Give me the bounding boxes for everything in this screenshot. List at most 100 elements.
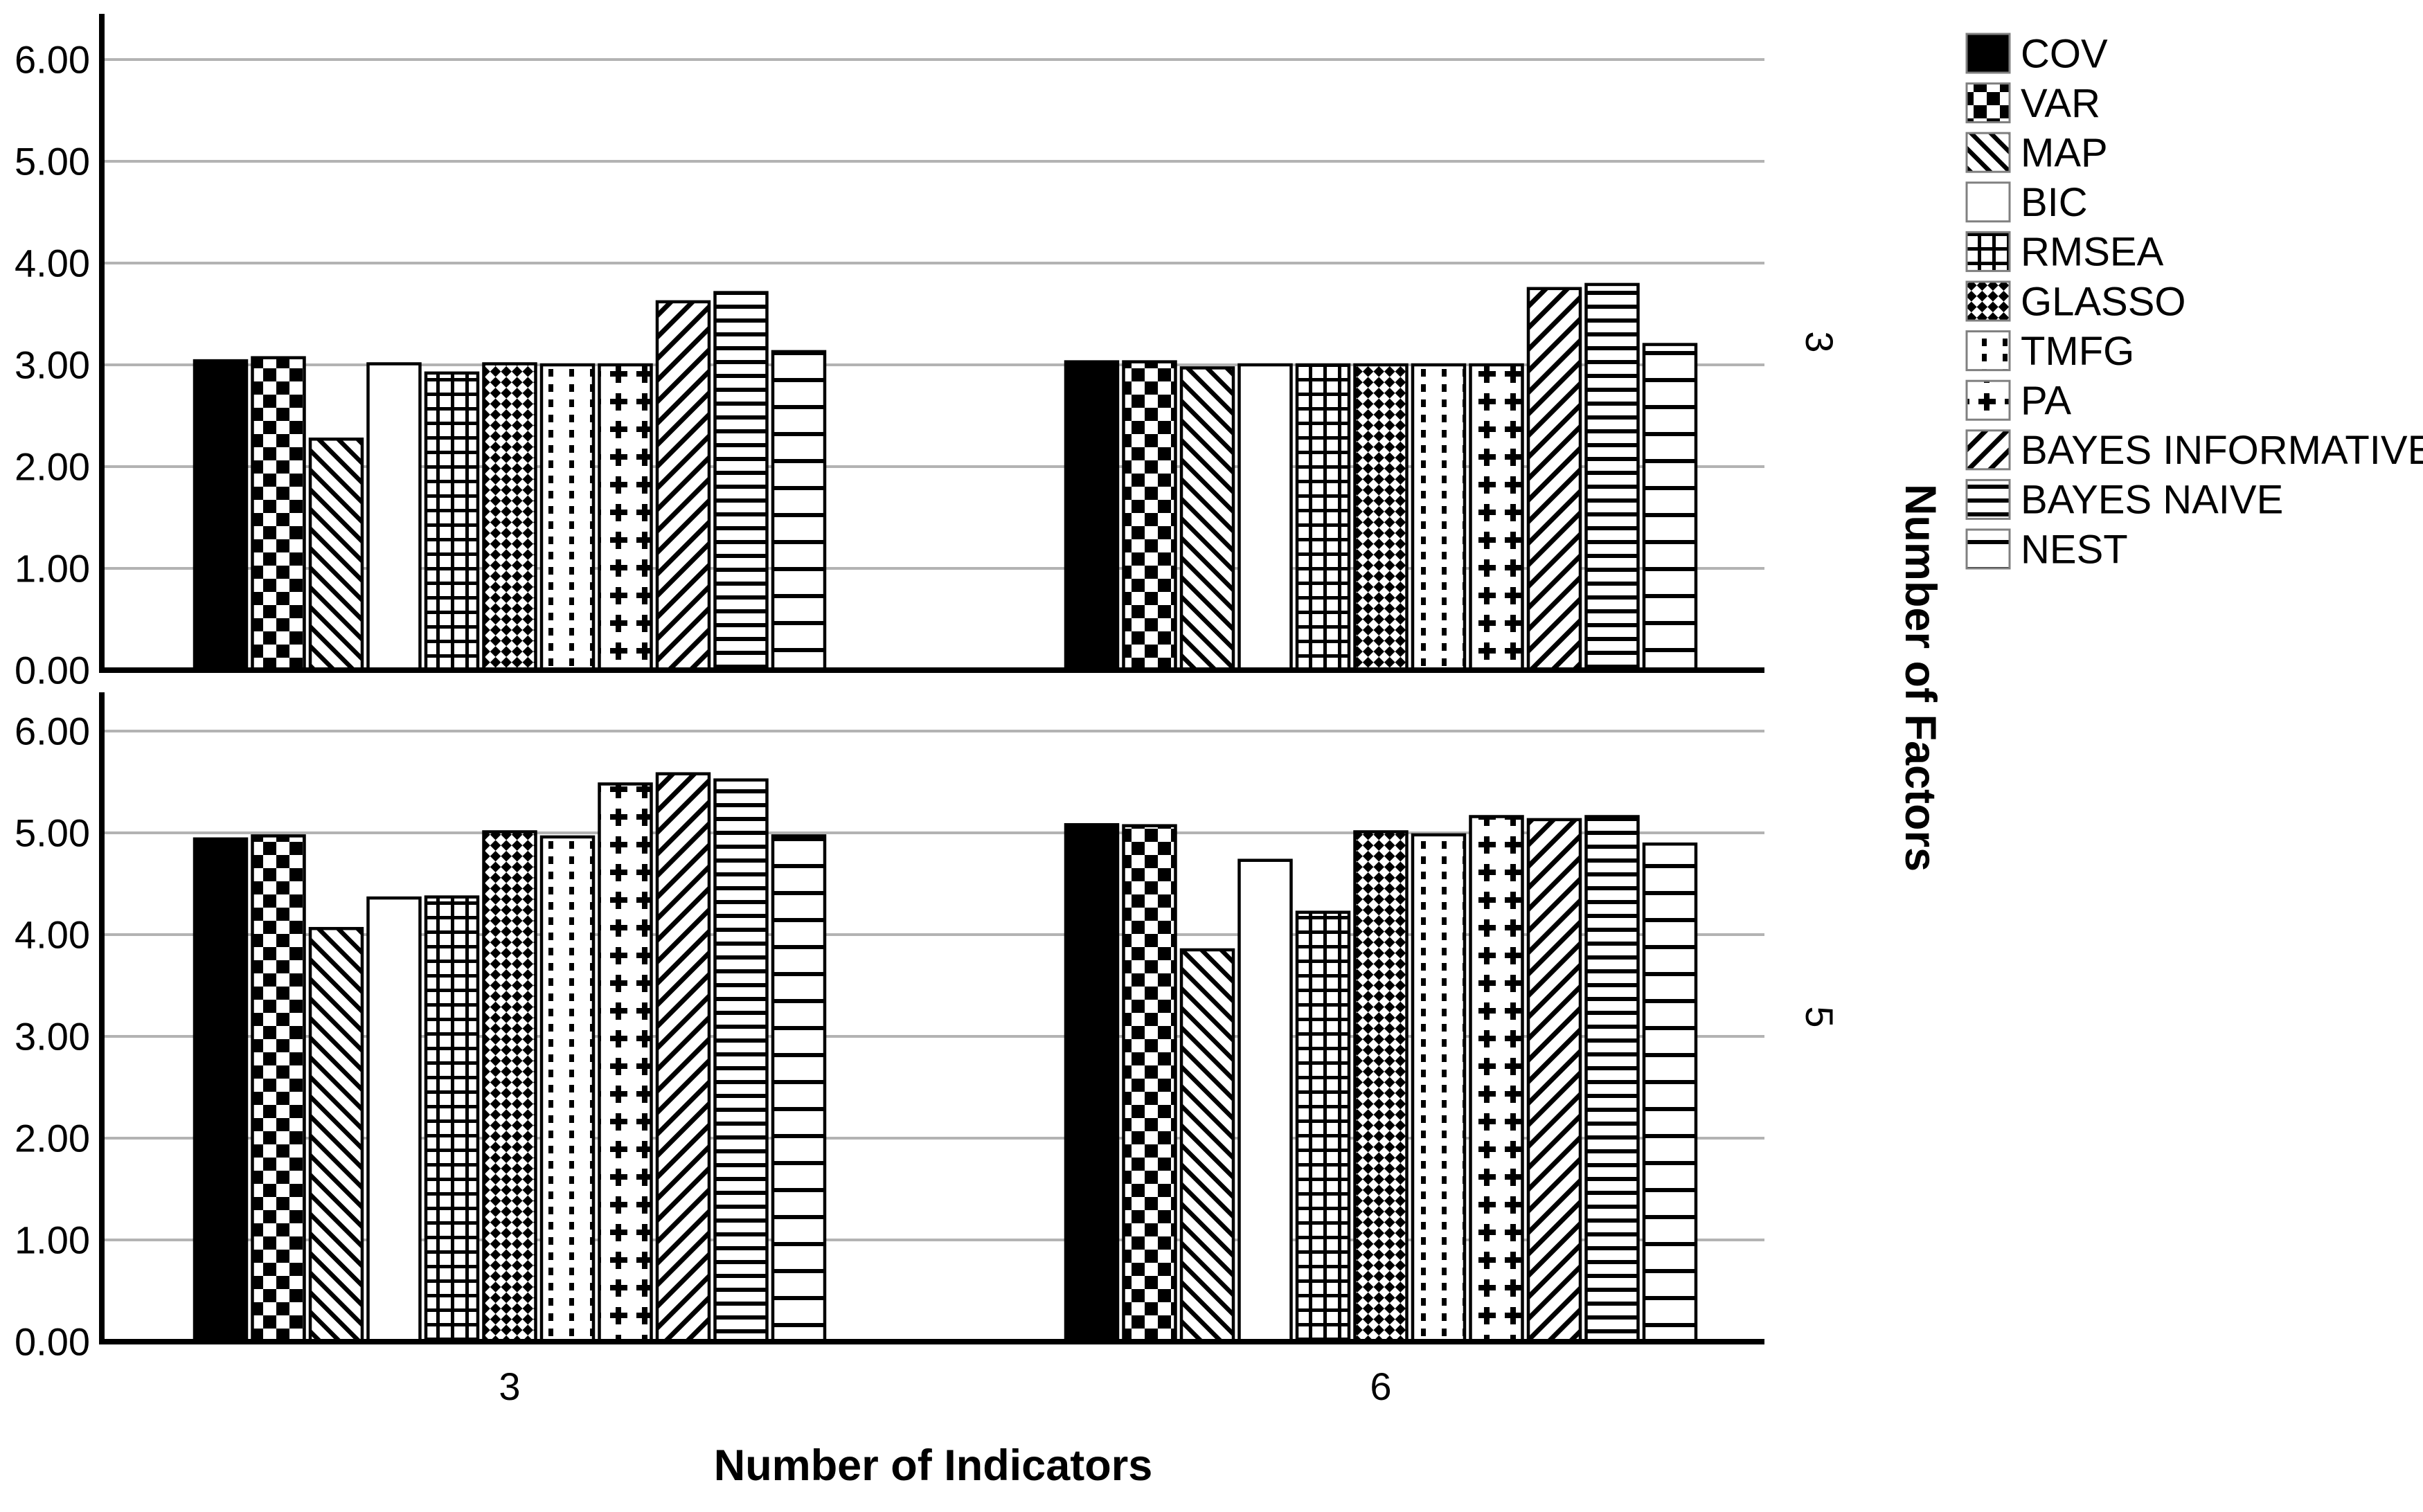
legend-item-var: VAR — [1965, 81, 2100, 126]
y-tick-label-3.00-panel2: 3.00 — [15, 1015, 90, 1059]
bar-nest-factors5-indicators3 — [771, 834, 827, 1344]
legend-item-glasso: GLASSO — [1965, 279, 2186, 324]
bar-pa-factors5-indicators6 — [1469, 815, 1524, 1344]
bar-map-factors5-indicators3 — [308, 926, 364, 1344]
y-tick-label-5.00-panel2: 5.00 — [15, 811, 90, 855]
bar-bayes-informative-factors3-indicators3 — [655, 300, 711, 672]
legend-label-bayes-naive: BAYES NAIVE — [2021, 478, 2283, 523]
legend-item-bayes-informative: BAYES INFORMATIVE — [1965, 428, 2423, 473]
bar-nest-factors3-indicators3 — [771, 350, 827, 672]
legend-swatch-diag-forward-icon — [1965, 429, 2011, 471]
legend-swatch-checker-icon — [1965, 82, 2011, 124]
bar-bayes-informative-factors3-indicators6 — [1526, 287, 1582, 672]
y-tick-label-6.00-panel1: 6.00 — [15, 38, 90, 82]
bar-layer — [193, 282, 1698, 1344]
bar-pa-factors3-indicators6 — [1469, 363, 1524, 672]
y-tick-label-0.00-panel2: 0.00 — [15, 1320, 90, 1364]
bar-bic-factors5-indicators6 — [1237, 858, 1293, 1344]
label-layer: 0.00 1.00 2.00 3.00 4.00 5.00 6.00 3 0.00 1.00 2.0… — [15, 38, 1944, 1490]
legend-swatch-grid-icon — [1965, 231, 2011, 272]
legend-swatch-dots-icon — [1965, 330, 2011, 372]
y-tick-label-1.00-panel2: 1.00 — [15, 1218, 90, 1262]
bar-cov-factors3-indicators3 — [193, 359, 249, 672]
bar-var-factors3-indicators6 — [1122, 360, 1177, 672]
y-tick-label-2.00-panel1: 2.00 — [15, 445, 90, 489]
legend-label-bic: BIC — [2021, 180, 2088, 225]
bar-bayes-naive-factors5-indicators3 — [713, 778, 769, 1344]
bar-rmsea-factors5-indicators3 — [424, 895, 480, 1344]
legend-item-rmsea: RMSEA — [1965, 230, 2164, 275]
legend-label-pa: PA — [2021, 379, 2071, 424]
bar-map-factors3-indicators3 — [308, 438, 364, 672]
legend-swatch-hlines-wide-icon — [1965, 528, 2011, 570]
bar-rmsea-factors3-indicators6 — [1295, 363, 1351, 672]
bar-glasso-factors5-indicators3 — [482, 830, 537, 1344]
legend-label-nest: NEST — [2021, 527, 2128, 572]
bar-tmfg-factors5-indicators6 — [1411, 833, 1467, 1344]
bar-pa-factors5-indicators3 — [598, 782, 653, 1344]
bar-tmfg-factors3-indicators6 — [1411, 363, 1467, 672]
bar-cov-factors5-indicators3 — [193, 837, 249, 1344]
legend-swatch-none-icon — [1965, 181, 2011, 223]
bar-nest-factors3-indicators6 — [1642, 343, 1698, 672]
x-axis-title: Number of Indicators — [714, 1441, 1153, 1490]
bar-bic-factors3-indicators6 — [1237, 363, 1293, 672]
bar-rmsea-factors5-indicators6 — [1295, 910, 1351, 1344]
facet-label-5: 5 — [1798, 1006, 1841, 1027]
y-tick-label-4.00-panel1: 4.00 — [15, 242, 90, 285]
x-baseline-panel1 — [99, 667, 1764, 673]
bar-bic-factors5-indicators3 — [366, 896, 422, 1344]
bar-cov-factors3-indicators6 — [1064, 360, 1120, 672]
bar-map-factors5-indicators6 — [1179, 948, 1235, 1344]
legend-item-nest: NEST — [1965, 527, 2128, 572]
y-tick-label-0.00-panel1: 0.00 — [15, 649, 90, 692]
bar-glasso-factors3-indicators3 — [482, 362, 537, 672]
legend-label-var: VAR — [2021, 81, 2100, 126]
y-axis-line-panel1 — [99, 14, 105, 673]
y-tick-label-4.00-panel2: 4.00 — [15, 913, 90, 957]
bar-pa-factors3-indicators3 — [598, 363, 653, 672]
axis-layer — [99, 14, 1764, 1344]
legend-item-cov: COV — [1965, 31, 2108, 76]
facet-label-3: 3 — [1798, 331, 1841, 352]
bar-var-factors3-indicators3 — [251, 356, 306, 672]
legend-item-tmfg: TMFG — [1965, 329, 2134, 374]
legend-swatch-diag-back-icon — [1965, 132, 2011, 173]
legend-item-bic: BIC — [1965, 180, 2088, 225]
x-tick-label-6: 6 — [1370, 1365, 1391, 1408]
bar-bayes-informative-factors5-indicators3 — [655, 772, 711, 1344]
legend-label-bayes-informative: BAYES INFORMATIVE — [2021, 428, 2423, 473]
bar-bayes-naive-factors3-indicators6 — [1584, 282, 1640, 672]
legend-label-glasso: GLASSO — [2021, 279, 2186, 324]
bar-map-factors3-indicators6 — [1179, 366, 1235, 672]
y-tick-label-2.00-panel2: 2.00 — [15, 1117, 90, 1160]
y-tick-label-1.00-panel1: 1.00 — [15, 547, 90, 591]
y-axis-line-panel2 — [99, 692, 105, 1344]
bar-bayes-naive-factors5-indicators6 — [1584, 815, 1640, 1344]
bar-bic-factors3-indicators3 — [366, 362, 422, 672]
bar-var-factors5-indicators3 — [251, 834, 306, 1344]
legend-item-pa: PA — [1965, 379, 2071, 424]
y-tick-label-3.00-panel1: 3.00 — [15, 343, 90, 387]
y-tick-label-6.00-panel2: 6.00 — [15, 710, 90, 753]
bar-bayes-naive-factors3-indicators3 — [713, 291, 769, 672]
legend-item-bayes-naive: BAYES NAIVE — [1965, 478, 2283, 523]
legend-label-tmfg: TMFG — [2021, 329, 2134, 374]
bar-nest-factors5-indicators6 — [1642, 842, 1698, 1344]
legend-label-cov: COV — [2021, 31, 2108, 76]
bar-tmfg-factors5-indicators3 — [539, 835, 596, 1344]
bar-glasso-factors5-indicators6 — [1353, 830, 1409, 1344]
bar-glasso-factors3-indicators6 — [1353, 363, 1409, 672]
y-tick-label-5.00-panel1: 5.00 — [15, 140, 90, 183]
bar-cov-factors5-indicators6 — [1064, 822, 1120, 1344]
legend-label-map: MAP — [2021, 131, 2108, 176]
facet-axis-title: Number of Factors — [1896, 484, 1944, 872]
bar-var-factors5-indicators6 — [1122, 824, 1177, 1344]
bar-rmsea-factors3-indicators3 — [424, 371, 480, 672]
legend-swatch-hlines-dense-icon — [1965, 478, 2011, 520]
legend-swatch-diamond-checker-icon — [1965, 280, 2011, 322]
legend-label-rmsea: RMSEA — [2021, 230, 2164, 275]
